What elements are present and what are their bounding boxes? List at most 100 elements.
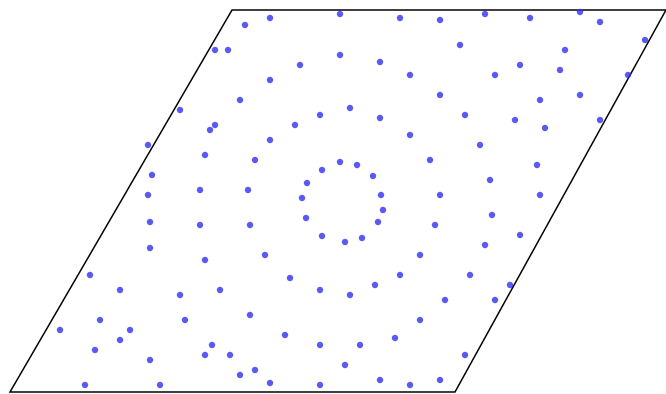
point bbox=[436, 91, 444, 99]
point bbox=[376, 376, 384, 384]
point bbox=[201, 151, 209, 159]
point bbox=[461, 111, 469, 119]
point bbox=[596, 18, 604, 26]
point bbox=[81, 381, 89, 389]
point bbox=[246, 311, 254, 319]
point bbox=[201, 351, 209, 359]
point bbox=[541, 124, 549, 132]
point bbox=[376, 58, 384, 66]
point bbox=[236, 96, 244, 104]
point bbox=[341, 361, 349, 369]
point bbox=[346, 291, 354, 299]
point bbox=[316, 111, 324, 119]
point bbox=[341, 238, 349, 246]
point bbox=[244, 186, 252, 194]
point bbox=[353, 161, 361, 169]
point bbox=[181, 316, 189, 324]
point bbox=[318, 232, 326, 240]
point bbox=[371, 281, 379, 289]
point bbox=[533, 161, 541, 169]
point bbox=[56, 326, 64, 334]
point bbox=[336, 51, 344, 59]
point bbox=[466, 271, 474, 279]
point bbox=[426, 156, 434, 164]
point bbox=[356, 341, 364, 349]
point bbox=[481, 10, 489, 18]
point bbox=[251, 366, 259, 374]
point bbox=[346, 104, 354, 112]
point bbox=[316, 381, 324, 389]
point bbox=[196, 186, 204, 194]
point bbox=[576, 91, 584, 99]
point bbox=[516, 231, 524, 239]
point bbox=[516, 61, 524, 69]
point bbox=[318, 166, 326, 174]
point bbox=[144, 191, 152, 199]
point bbox=[266, 136, 274, 144]
point bbox=[266, 76, 274, 84]
point bbox=[624, 71, 632, 79]
point bbox=[316, 286, 324, 294]
point bbox=[576, 8, 584, 16]
point bbox=[303, 179, 311, 187]
point bbox=[226, 351, 234, 359]
point bbox=[491, 296, 499, 304]
point bbox=[196, 221, 204, 229]
point bbox=[251, 156, 259, 164]
point bbox=[436, 376, 444, 384]
point bbox=[241, 21, 249, 29]
point bbox=[116, 286, 124, 294]
point bbox=[416, 316, 424, 324]
point bbox=[376, 114, 384, 122]
point bbox=[211, 121, 219, 129]
point bbox=[86, 271, 94, 279]
point bbox=[176, 106, 184, 114]
point bbox=[126, 326, 134, 334]
point bbox=[506, 281, 514, 289]
point bbox=[556, 66, 564, 74]
point bbox=[436, 16, 444, 24]
point bbox=[396, 14, 404, 22]
point bbox=[416, 251, 424, 259]
point bbox=[461, 351, 469, 359]
point bbox=[377, 191, 385, 199]
point bbox=[511, 116, 519, 124]
point bbox=[641, 36, 649, 44]
point bbox=[116, 336, 124, 344]
point bbox=[358, 234, 366, 242]
cell-frame bbox=[8, 9, 666, 393]
point bbox=[281, 331, 289, 339]
point bbox=[208, 341, 216, 349]
point bbox=[291, 121, 299, 129]
point bbox=[148, 171, 156, 179]
point bbox=[156, 381, 164, 389]
point bbox=[406, 71, 414, 79]
point bbox=[316, 341, 324, 349]
point bbox=[406, 381, 414, 389]
point bbox=[298, 194, 306, 202]
point bbox=[486, 176, 494, 184]
point bbox=[146, 244, 154, 252]
point bbox=[391, 334, 399, 342]
point bbox=[536, 191, 544, 199]
point bbox=[536, 96, 544, 104]
point bbox=[146, 356, 154, 364]
point bbox=[596, 116, 604, 124]
point bbox=[211, 46, 219, 54]
point bbox=[526, 14, 534, 22]
point bbox=[491, 71, 499, 79]
point bbox=[96, 316, 104, 324]
point bbox=[266, 14, 274, 22]
point bbox=[336, 158, 344, 166]
point bbox=[246, 221, 254, 229]
point bbox=[286, 274, 294, 282]
point bbox=[406, 131, 414, 139]
point bbox=[369, 172, 377, 180]
point bbox=[476, 141, 484, 149]
point bbox=[206, 126, 214, 134]
point bbox=[201, 256, 209, 264]
point bbox=[481, 241, 489, 249]
point bbox=[216, 286, 224, 294]
